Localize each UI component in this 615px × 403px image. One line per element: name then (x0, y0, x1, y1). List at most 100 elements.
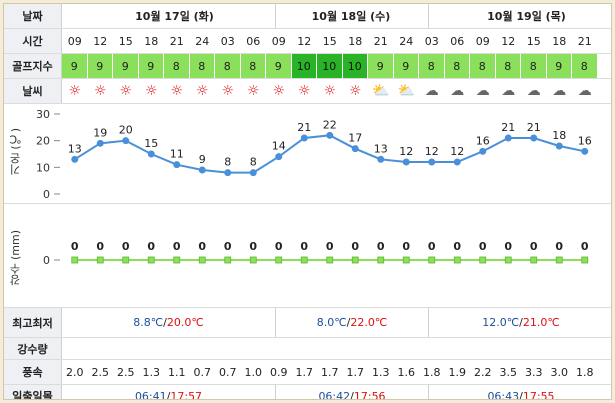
golf-index-cell: 9 (546, 54, 572, 78)
temperature-data-label: 12 (399, 145, 413, 158)
temperature-data-label: 16 (578, 134, 592, 147)
day-divider (428, 4, 429, 28)
temperature-data-label: 8 (250, 156, 257, 169)
wind-speed-cell: 0.9 (270, 365, 288, 379)
temperature-point (581, 147, 589, 155)
precipitation-data-label: 0 (224, 240, 232, 253)
sun-icon: ☼ (272, 83, 286, 99)
temperature-point (326, 131, 334, 139)
temperature-data-label: 13 (374, 142, 388, 155)
precipitation-data-label: 0 (504, 240, 512, 253)
wind-speed-cell: 3.3 (525, 365, 543, 379)
sunset-time: 17:56 (353, 389, 386, 400)
golf-index-cell: 8 (419, 54, 445, 78)
temperature-point (479, 147, 487, 155)
minmax-day-3: 12.0℃/21.0℃ (429, 308, 611, 337)
wind-speed-cell: 1.1 (168, 365, 186, 379)
cloud-icon: ☁ (475, 83, 490, 99)
temperature-data-label: 8 (224, 156, 231, 169)
time-cell: 15 (526, 34, 541, 48)
wind-speed-cell: 1.7 (321, 365, 339, 379)
precipitation-point (198, 256, 206, 264)
separator: / (346, 316, 351, 329)
time-cell: 18 (552, 34, 567, 48)
cloud-icon: ☁ (526, 83, 541, 99)
sunrise-time: 06:42 (318, 389, 351, 400)
precip-amount-row: 강수량 (4, 338, 611, 360)
wind-row: 풍속 2.0 2.5 2.5 1.3 1.1 0.7 0.7 1.0 0.9 1.7 1.7 1.7 1… (4, 360, 611, 385)
time-cell: 12 (93, 34, 108, 48)
weather-cell: ☼ (266, 79, 292, 103)
precipitation-point (504, 256, 512, 264)
date-row: 날짜 10월 17일 (화) 10월 18일 (수) 10월 19일 (목) (4, 4, 611, 29)
golf-index-cell: 9 (393, 54, 419, 78)
temperature-point (428, 158, 436, 166)
precipitation-data-label: 0 (122, 240, 130, 253)
temperature-data-label: 12 (450, 145, 464, 158)
golf-index-cell: 10 (317, 54, 343, 78)
cloud-icon: ☁ (552, 83, 567, 99)
temperature-data-label: 9 (199, 153, 206, 166)
temperature-data-label: 18 (552, 129, 566, 142)
temperature-point (377, 155, 385, 163)
weather-cell: ☼ (113, 79, 139, 103)
wind-speed-cell: 2.5 (91, 365, 110, 379)
weather-cell: ☁ (496, 79, 522, 103)
precipitation-data-label: 0 (530, 240, 538, 253)
separator: / (163, 316, 167, 329)
time-cell: 15 (118, 34, 133, 48)
time-cell: 24 (399, 34, 414, 48)
precipitation-point (326, 256, 334, 264)
weather-cell: ☼ (139, 79, 165, 103)
precipitation-point (377, 256, 385, 264)
weather-cell: ☼ (292, 79, 318, 103)
weather-forecast-table: 날짜 10월 17일 (화) 10월 18일 (수) 10월 19일 (목) 시… (3, 3, 612, 400)
sun-icon: ☼ (323, 83, 337, 99)
precipitation-data-label: 0 (351, 240, 359, 253)
wind-speed-cell: 3.0 (550, 365, 569, 379)
precipitation-data-label: 0 (402, 240, 410, 253)
temperature-chart: 0 10 20 30 13 19 20 15 11 9 8 8 14 21 22 17 13 12 12 12 16 21… (36, 108, 592, 201)
day-divider (428, 308, 429, 337)
precipitation-data-label: 0 (581, 240, 589, 253)
partly-cloudy-icon: ⛅ (372, 83, 390, 99)
golf-index-cell: 8 (164, 54, 190, 78)
sun-icon: ☼ (170, 83, 184, 99)
golf-index-cell: 8 (572, 54, 598, 78)
precipitation-point (224, 256, 232, 264)
wind-speed-cell: 2.5 (117, 365, 135, 379)
time-cell: 06 (450, 34, 465, 48)
weather-cell: ☼ (164, 79, 190, 103)
cloud-icon: ☁ (501, 83, 516, 99)
time-cell: 12 (297, 34, 312, 48)
precipitation-data-label: 0 (173, 240, 181, 253)
temperature-data-label: 15 (144, 137, 158, 150)
precipitation-point (96, 256, 104, 264)
separator: / (350, 389, 354, 400)
time-cell: 18 (348, 34, 363, 48)
day-header-2: 10월 18일 (수) (311, 10, 391, 23)
golf-index-cell: 8 (189, 54, 215, 78)
temperature-data-label: 21 (501, 121, 515, 134)
cloud-icon: ☁ (577, 83, 592, 99)
weather-cell: ☼ (62, 79, 88, 103)
minmax-day-1: 8.8℃/20.0℃ (62, 308, 275, 337)
temperature-point (504, 134, 512, 142)
wind-speed-cell: 1.7 (295, 365, 314, 379)
precipitation-point (428, 256, 436, 264)
temperature-point (402, 158, 410, 166)
temperature-data-label: 17 (348, 132, 362, 145)
sun-icon: ☼ (246, 83, 260, 99)
min-temp: 8.8℃ (133, 316, 164, 329)
wind-speed-cell: 2.0 (66, 365, 84, 379)
precipitation-data-label: 0 (326, 240, 334, 253)
date-label: 날짜 (4, 4, 62, 28)
temperature-point (71, 155, 79, 163)
min-temp: 12.0℃ (482, 316, 520, 329)
precipitation-data-label: 0 (198, 240, 206, 253)
y-tick-label: 10 (36, 161, 50, 174)
day-divider (275, 308, 276, 337)
weather-label: 날씨 (4, 79, 62, 103)
max-temp: 22.0℃ (350, 316, 388, 329)
precipitation-point (402, 256, 410, 264)
